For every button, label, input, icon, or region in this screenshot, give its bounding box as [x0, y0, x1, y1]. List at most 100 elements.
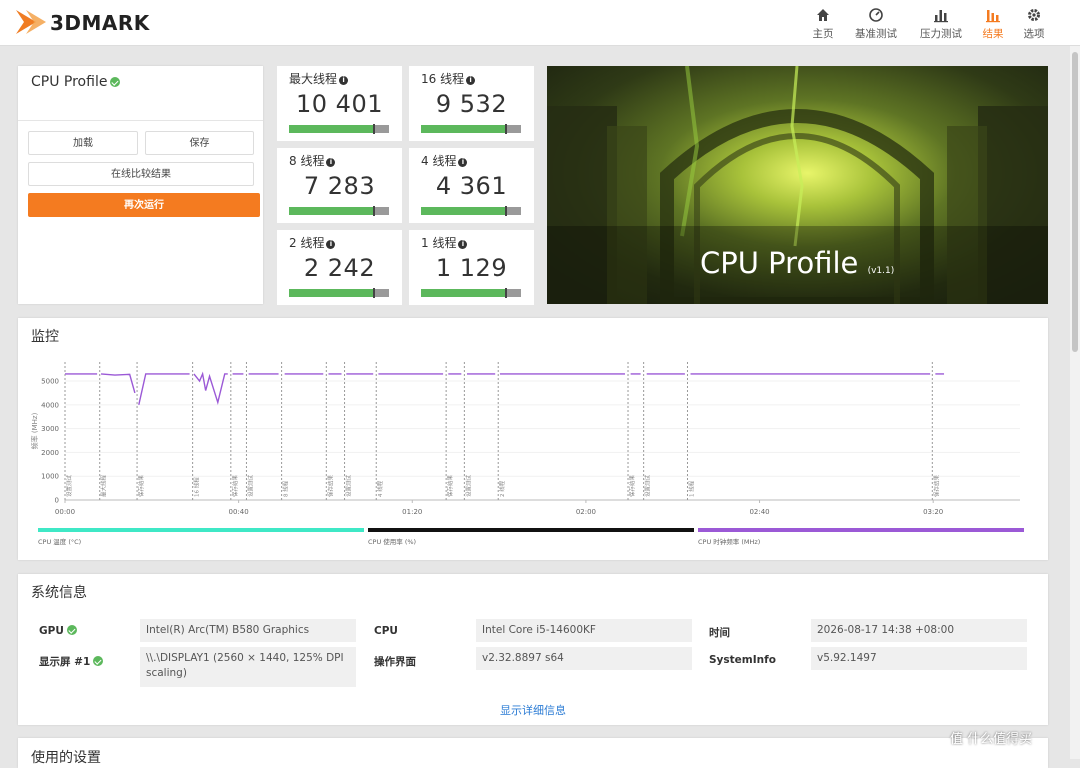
score-bar-marker [373, 206, 375, 216]
load-button[interactable]: 加载 [28, 131, 138, 155]
sys-label: 时间 [709, 627, 730, 639]
sys-value: v5.92.1497 [811, 647, 1027, 670]
score-value: 4 361 [435, 172, 508, 200]
score-bar-fill [289, 207, 373, 215]
sys-label: 显示屏 #1 [39, 656, 91, 668]
nav-icon [869, 8, 883, 22]
nav-label: 压力测试 [920, 28, 962, 40]
settings-panel: 使用的设置 [18, 738, 1048, 768]
score-label: 16 线程 [421, 72, 465, 86]
score-tile: 16 线程 i 9 532 [409, 66, 534, 141]
banner-art [547, 66, 1048, 304]
monitor-title: 监控 [31, 329, 59, 345]
info-icon: i [458, 240, 468, 249]
nav-label: 选项 [1023, 28, 1045, 40]
system-info-panel: 系统信息 GPU Intel(R) Arc(TM) B580 Graphics 显示… [18, 574, 1048, 725]
score-tile: 2 线程 i 2 242 [277, 230, 402, 305]
sys-value: \\.\DISPLAY1 (2560 × 1440, 125% DPI scal… [140, 647, 356, 687]
score-bar [421, 288, 521, 298]
check-icon [93, 656, 104, 666]
sys-label-row: 操作界面 [374, 654, 416, 669]
nav-item[interactable]: 选项 [1006, 0, 1062, 41]
score-bar-fill [289, 289, 373, 297]
nav-item[interactable]: 结果 [965, 0, 1021, 41]
score-label: 8 线程 [289, 154, 325, 168]
sys-label: 操作界面 [374, 656, 416, 668]
sys-label: GPU [39, 625, 64, 637]
score-label: 4 线程 [421, 154, 457, 168]
nav-label: 基准测试 [855, 28, 897, 40]
summary-title-row: CPU Profile [31, 74, 121, 90]
score-bar [289, 124, 389, 134]
check-icon [66, 625, 77, 635]
score-bar-fill [421, 207, 505, 215]
info-icon: i [458, 158, 468, 167]
summary-panel: CPU Profile 加载 保存 在线比较结果 再次运行 [18, 66, 263, 304]
details-link[interactable]: 显示详细信息 [500, 704, 566, 717]
score-value: 10 401 [296, 90, 383, 118]
score-value: 1 129 [435, 254, 508, 282]
check-icon [110, 77, 121, 87]
sys-label-row: 时间 [709, 625, 730, 640]
nav-icon [934, 10, 948, 23]
sys-label-row: GPU [39, 625, 77, 637]
logo-icon [16, 10, 46, 34]
nav-item[interactable]: 基准测试 [848, 0, 904, 41]
scrollbar [1070, 46, 1080, 759]
logo-text: 3DMARK [50, 11, 150, 35]
score-bar-fill [289, 125, 373, 133]
summary-title: CPU Profile [31, 74, 108, 90]
score-bar-marker [505, 288, 507, 298]
score-value: 9 532 [435, 90, 508, 118]
score-label-row: 8 线程 i [289, 152, 336, 169]
divider [18, 120, 263, 121]
info-icon: i [326, 240, 336, 249]
run-again-button[interactable]: 再次运行 [28, 193, 260, 217]
score-bar [421, 124, 521, 134]
nav-label: 结果 [982, 28, 1004, 40]
save-button[interactable]: 保存 [145, 131, 254, 155]
banner-title-row: CPU Profile (v1.1) [700, 246, 894, 280]
score-label-row: 2 线程 i [289, 234, 336, 251]
sys-value: 2026-08-17 14:38 +08:00 [811, 619, 1027, 642]
monitor-panel: 监控 [18, 318, 1048, 560]
nav-icon [1028, 9, 1040, 21]
score-label: 1 线程 [421, 236, 457, 250]
settings-title: 使用的设置 [31, 750, 101, 766]
score-value: 2 242 [303, 254, 376, 282]
sys-label-row: SystemInfo [709, 654, 776, 666]
score-label-row: 最大线程 i [289, 70, 349, 87]
watermark: 值 什么值得买 [950, 732, 1033, 747]
sys-label-row: 显示屏 #1 [39, 654, 104, 669]
score-value: 7 283 [303, 172, 376, 200]
score-bar-marker [373, 288, 375, 298]
banner-title: CPU Profile [700, 246, 859, 280]
sys-value: v2.32.8897 s64 [476, 647, 692, 670]
sys-label: CPU [374, 625, 398, 637]
sys-label: SystemInfo [709, 654, 776, 666]
score-tile: 最大线程 i 10 401 [277, 66, 402, 141]
score-label: 最大线程 [289, 72, 338, 86]
nav-icon [986, 10, 1000, 23]
score-tile: 8 线程 i 7 283 [277, 148, 402, 223]
info-icon: i [326, 158, 336, 167]
score-bar-marker [373, 124, 375, 134]
score-tile: 4 线程 i 4 361 [409, 148, 534, 223]
scrollbar-thumb[interactable] [1072, 52, 1078, 352]
compare-button[interactable]: 在线比较结果 [28, 162, 254, 186]
score-bar-marker [505, 206, 507, 216]
info-icon: i [466, 76, 476, 85]
score-bar-marker [505, 124, 507, 134]
nav-item[interactable]: 主页 [795, 0, 851, 41]
score-label-row: 4 线程 i [421, 152, 468, 169]
score-bar-fill [421, 125, 505, 133]
info-icon: i [339, 76, 349, 85]
score-bar [289, 288, 389, 298]
score-label-row: 1 线程 i [421, 234, 468, 251]
banner: CPU Profile (v1.1) [547, 66, 1048, 304]
sys-value: Intel Core i5-14600KF [476, 619, 692, 642]
nav-item[interactable]: 压力测试 [913, 0, 969, 41]
banner-version: (v1.1) [867, 266, 895, 276]
score-label-row: 16 线程 i [421, 70, 476, 87]
